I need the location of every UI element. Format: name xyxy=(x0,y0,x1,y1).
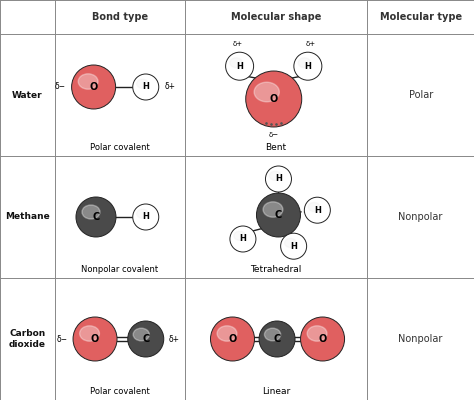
Ellipse shape xyxy=(304,197,330,223)
Text: δ+: δ+ xyxy=(169,334,180,344)
Text: Tetrahedral: Tetrahedral xyxy=(250,265,302,274)
Ellipse shape xyxy=(137,79,148,88)
Ellipse shape xyxy=(80,326,100,341)
Ellipse shape xyxy=(294,52,322,80)
Text: Nonpolar covalent: Nonpolar covalent xyxy=(81,265,158,274)
Ellipse shape xyxy=(301,317,345,361)
Ellipse shape xyxy=(128,321,164,357)
Text: δ+: δ+ xyxy=(305,41,315,47)
Text: Molecular shape: Molecular shape xyxy=(231,12,321,22)
Ellipse shape xyxy=(308,202,320,212)
Text: Molecular type: Molecular type xyxy=(380,12,462,22)
Ellipse shape xyxy=(281,233,307,259)
Text: O: O xyxy=(228,334,237,344)
Text: H: H xyxy=(142,82,149,92)
Text: C: C xyxy=(92,212,100,222)
Ellipse shape xyxy=(259,321,295,357)
Text: H: H xyxy=(236,62,243,71)
Text: Polar: Polar xyxy=(409,90,433,100)
Ellipse shape xyxy=(73,317,117,361)
Text: H: H xyxy=(314,206,321,215)
Ellipse shape xyxy=(284,238,296,248)
Text: C: C xyxy=(273,334,281,344)
Text: O: O xyxy=(91,334,99,344)
Ellipse shape xyxy=(137,209,148,218)
Ellipse shape xyxy=(254,82,279,102)
Text: C: C xyxy=(275,210,282,220)
Text: Water: Water xyxy=(12,90,43,100)
Ellipse shape xyxy=(263,202,283,217)
Ellipse shape xyxy=(265,166,292,192)
Text: O: O xyxy=(319,334,327,344)
Ellipse shape xyxy=(230,226,256,252)
Text: Nonpolar: Nonpolar xyxy=(399,334,443,344)
Text: H: H xyxy=(290,242,297,251)
Ellipse shape xyxy=(82,205,100,219)
Text: H: H xyxy=(142,212,149,222)
Ellipse shape xyxy=(133,328,149,341)
Text: δ−: δ− xyxy=(54,82,65,92)
Ellipse shape xyxy=(246,71,302,127)
Ellipse shape xyxy=(217,326,237,341)
Text: Polar covalent: Polar covalent xyxy=(90,387,150,396)
Text: δ+: δ+ xyxy=(165,82,176,92)
Ellipse shape xyxy=(76,197,116,237)
Ellipse shape xyxy=(307,326,327,341)
Text: Nonpolar: Nonpolar xyxy=(399,212,443,222)
Text: O: O xyxy=(90,82,98,92)
Ellipse shape xyxy=(226,52,254,80)
Text: H: H xyxy=(275,174,282,184)
Text: Carbon
dioxide: Carbon dioxide xyxy=(9,329,46,349)
Ellipse shape xyxy=(133,204,159,230)
Text: H: H xyxy=(239,234,246,244)
Ellipse shape xyxy=(264,328,281,341)
Text: O: O xyxy=(270,94,278,104)
Ellipse shape xyxy=(133,74,159,100)
Text: δ−: δ− xyxy=(57,334,68,344)
Text: C: C xyxy=(142,334,149,344)
Ellipse shape xyxy=(72,65,116,109)
Ellipse shape xyxy=(230,58,242,68)
Ellipse shape xyxy=(298,58,310,68)
Text: Polar covalent: Polar covalent xyxy=(90,143,150,152)
Text: Bent: Bent xyxy=(265,143,287,152)
Ellipse shape xyxy=(234,231,246,240)
Text: Methane: Methane xyxy=(5,212,50,222)
Text: δ−: δ− xyxy=(269,132,279,138)
Ellipse shape xyxy=(269,171,281,180)
Text: δ+: δ+ xyxy=(232,41,242,47)
Text: Linear: Linear xyxy=(262,387,290,396)
Text: Bond type: Bond type xyxy=(91,12,148,22)
Ellipse shape xyxy=(210,317,255,361)
Ellipse shape xyxy=(78,74,98,89)
Text: H: H xyxy=(304,62,311,71)
Ellipse shape xyxy=(256,193,301,237)
